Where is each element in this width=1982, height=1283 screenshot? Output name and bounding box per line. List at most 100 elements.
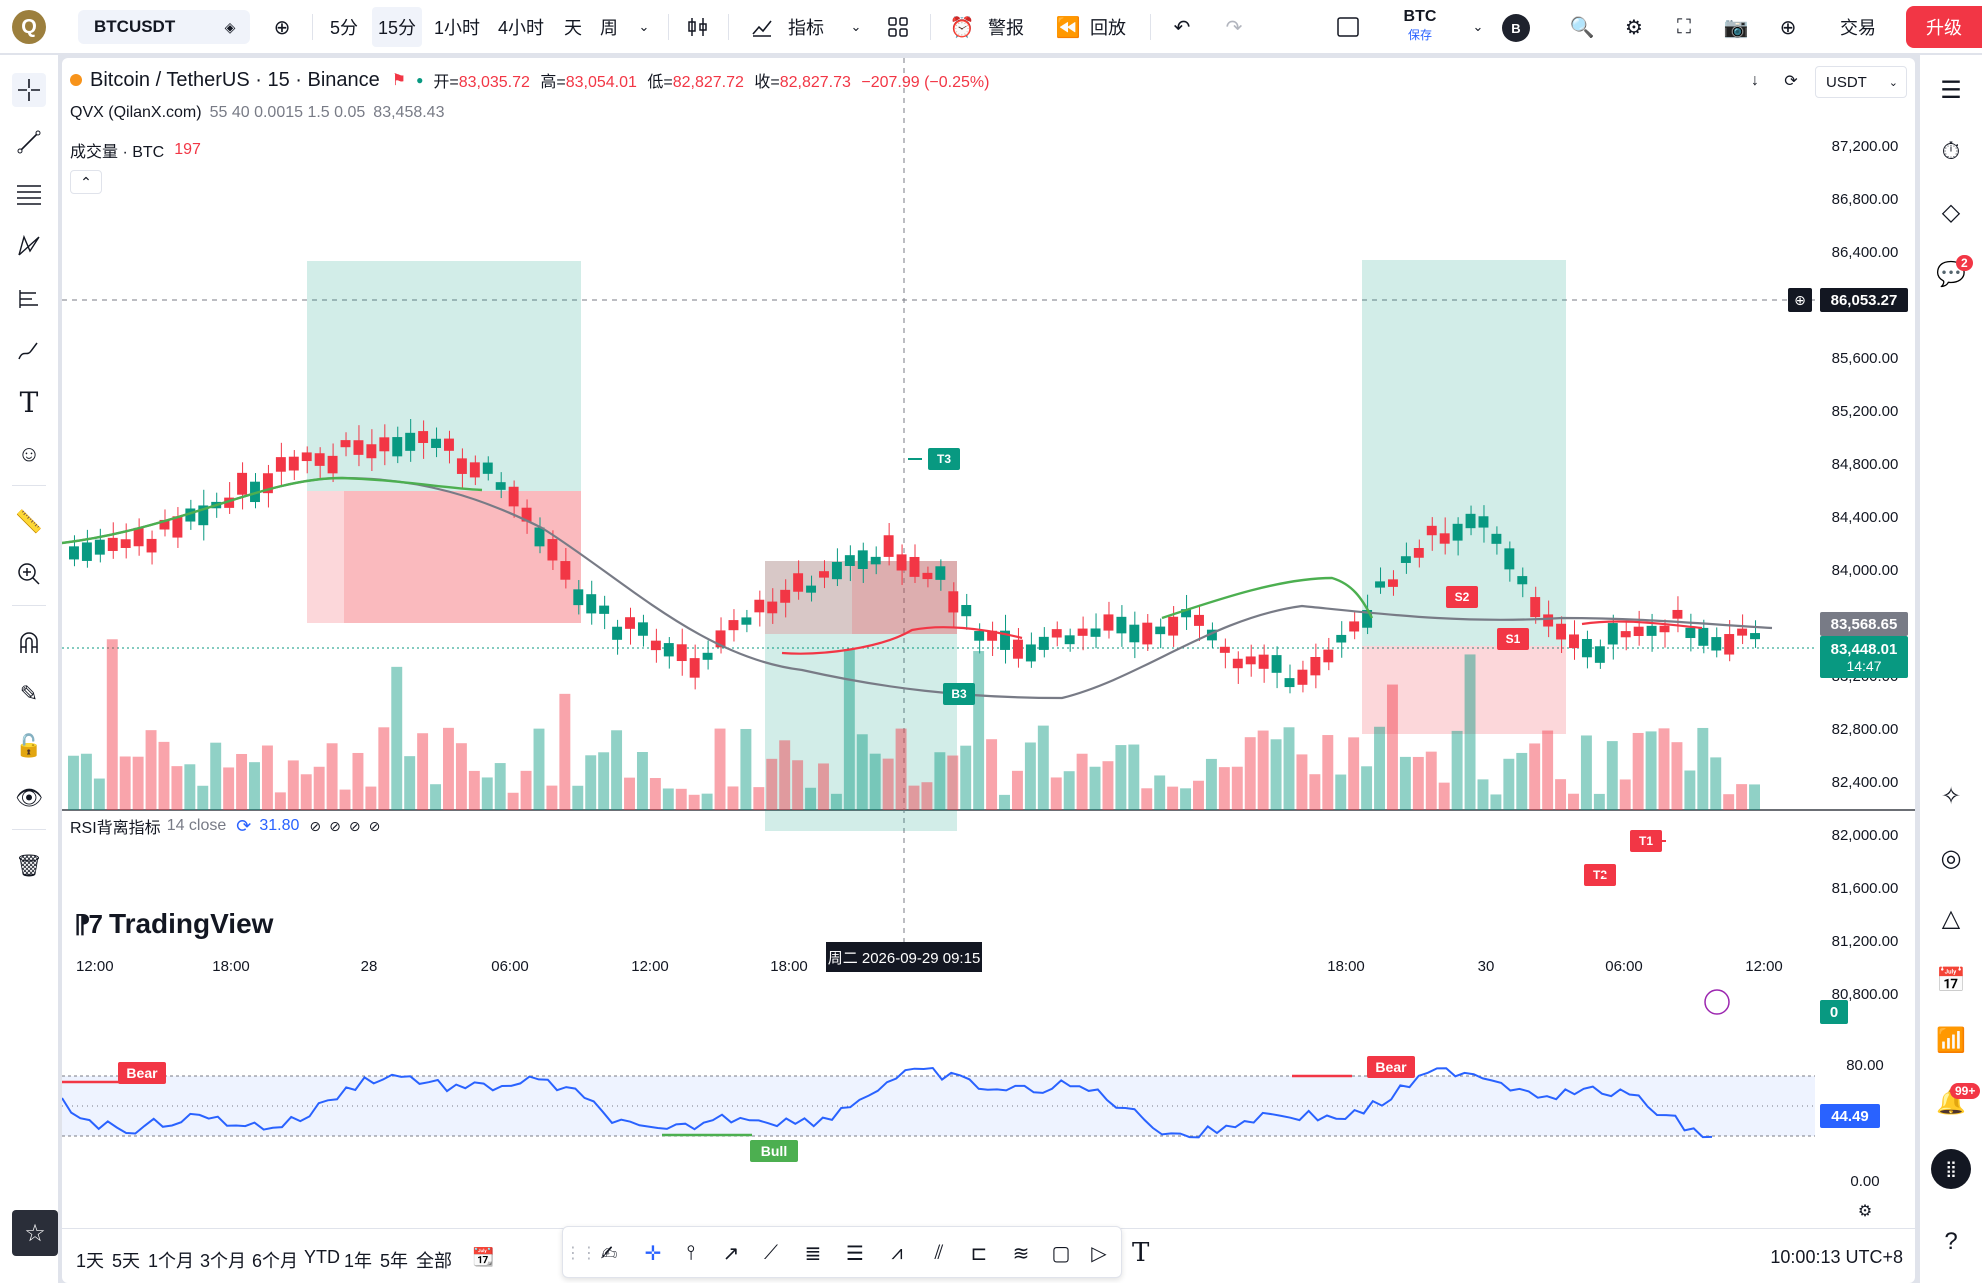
interval-day[interactable]: 天: [564, 18, 582, 38]
emoji-icon[interactable]: ☺: [17, 441, 41, 466]
text-tool-icon[interactable]: T: [19, 385, 39, 419]
short-position-icon[interactable]: ≋: [1012, 1242, 1030, 1265]
app-logo[interactable]: Q: [12, 10, 46, 44]
indicators-icon[interactable]: [748, 13, 776, 41]
ruler-icon[interactable]: 📏: [15, 509, 43, 534]
trash-icon[interactable]: 🗑: [15, 853, 43, 878]
interval-5m[interactable]: 5分: [330, 18, 359, 38]
layouts-grid-icon[interactable]: [884, 13, 912, 41]
time-axis[interactable]: 12:00 18:00 28 06:00 12:00 18:00 29 18:0…: [62, 948, 1815, 984]
goto-date-icon[interactable]: 📆: [472, 1247, 495, 1267]
rectangle-icon[interactable]: ▢: [1051, 1242, 1071, 1265]
compare-symbol-icon[interactable]: ◈: [224, 19, 236, 35]
sync-icon[interactable]: ⟳: [236, 815, 252, 836]
chevron-down-icon[interactable]: ⌄: [1472, 19, 1484, 34]
range-1y[interactable]: 1年: [344, 1251, 373, 1271]
clock[interactable]: 10:00:13 UTC+8: [1770, 1247, 1903, 1267]
range-5y[interactable]: 5年: [380, 1251, 409, 1271]
range-6m[interactable]: 6个月: [252, 1251, 299, 1271]
drag-handle-icon[interactable]: ⋮⋮: [565, 1245, 597, 1262]
chevron-down-icon[interactable]: ⌄: [638, 19, 650, 34]
add-symbol-icon[interactable]: ⊕: [273, 16, 291, 39]
pencil-lock-icon[interactable]: ✎: [19, 681, 39, 706]
collapse-legend-button[interactable]: ⌃: [70, 170, 102, 194]
symbol-title[interactable]: Bitcoin / TetherUS · 15 · Binance: [90, 68, 380, 91]
avatar[interactable]: B: [1502, 14, 1530, 42]
lock-icon[interactable]: 🔓: [15, 733, 43, 758]
calendar-icon[interactable]: 📅: [1936, 966, 1966, 994]
volume-legend[interactable]: 成交量 · BTC 197: [70, 138, 201, 162]
range-3m[interactable]: 3个月: [200, 1251, 247, 1271]
magnet-icon[interactable]: [12, 625, 46, 659]
redo-icon[interactable]: ↷: [1225, 16, 1243, 39]
apps-grid-icon[interactable]: ⣿: [1931, 1149, 1971, 1189]
eye-icon[interactable]: 👁: [15, 785, 43, 810]
alert-button[interactable]: 警报: [988, 18, 1024, 38]
crosshair-icon[interactable]: ✛: [644, 1242, 662, 1265]
replay-button[interactable]: 回放: [1090, 18, 1126, 38]
trend-line-icon[interactable]: [12, 125, 46, 159]
pattern-icon[interactable]: [12, 229, 46, 263]
vertical-line-icon[interactable]: ⫯: [686, 1241, 696, 1264]
play-icon[interactable]: ▷: [1091, 1242, 1107, 1265]
upgrade-button[interactable]: 升级: [1906, 6, 1982, 48]
fullscreen-box-icon[interactable]: [1334, 13, 1362, 41]
indicator-legend[interactable]: QVX (QilanX.com) 55 40 0.0015 1.5 0.05 8…: [70, 104, 444, 122]
undo-icon[interactable]: ↶: [1173, 16, 1191, 39]
axis-settings-icon[interactable]: ⚙: [1857, 1203, 1873, 1220]
target-icon[interactable]: ◎: [1940, 844, 1962, 872]
alerts-clock-icon[interactable]: ⏱: [1941, 138, 1961, 165]
interval-week[interactable]: 周: [600, 18, 618, 38]
fib-lines-icon[interactable]: ☰: [846, 1242, 864, 1265]
range-5d[interactable]: 5天: [112, 1251, 141, 1271]
range-ytd[interactable]: YTD: [304, 1247, 340, 1267]
brush-icon[interactable]: ✍: [600, 1242, 618, 1265]
settings-gear-icon[interactable]: ⚙: [1625, 16, 1643, 39]
forecast-icon[interactable]: [12, 281, 46, 315]
path-icon[interactable]: ⩘: [891, 1241, 903, 1264]
range-1d[interactable]: 1天: [76, 1251, 105, 1271]
help-icon[interactable]: ?: [1944, 1228, 1958, 1255]
symbol-search[interactable]: BTCUSDT ◈: [78, 10, 250, 44]
sparkle-icon[interactable]: ✧: [1940, 782, 1962, 810]
add-alert-plus-icon[interactable]: ⊕: [1788, 288, 1812, 312]
publish-icon[interactable]: ⊕: [1779, 16, 1797, 39]
candles-icon[interactable]: [684, 13, 712, 41]
rsi-legend[interactable]: RSI背离指标 14 close ⟳ 31.80 ⊘⊘⊘⊘: [70, 814, 388, 838]
flag-icon[interactable]: ⚑: [391, 72, 407, 89]
interval-15m[interactable]: 15分: [372, 7, 423, 47]
alarm-clock-icon[interactable]: ⏰: [949, 16, 975, 39]
layers-icon[interactable]: ◇: [1941, 198, 1961, 226]
disjoint-channel-icon[interactable]: ⫽: [934, 1241, 944, 1264]
chevron-down-icon[interactable]: ⌄: [850, 19, 862, 34]
download-arrow-icon[interactable]: ↓: [1751, 72, 1759, 89]
layout-save[interactable]: BTC 保存: [1398, 8, 1442, 43]
quick-search-icon[interactable]: 🔍: [1569, 16, 1595, 39]
refresh-icon[interactable]: ⟳: [1784, 73, 1798, 90]
arrow-line-icon[interactable]: ↗: [722, 1242, 740, 1265]
range-all[interactable]: 全部: [416, 1251, 452, 1271]
pyramid-icon[interactable]: △: [1941, 904, 1961, 932]
interval-4h[interactable]: 4小时: [498, 18, 545, 38]
trade-button[interactable]: 交易: [1840, 18, 1876, 38]
watchlist-icon[interactable]: ☰: [1940, 76, 1962, 104]
currency-select[interactable]: USDT ⌄: [1815, 66, 1907, 98]
text-tool-icon[interactable]: T: [1132, 1238, 1150, 1268]
broadcast-icon[interactable]: 📶: [1936, 1026, 1966, 1054]
zoom-in-icon[interactable]: [12, 557, 46, 591]
range-1m[interactable]: 1个月: [148, 1251, 195, 1271]
fullscreen-icon[interactable]: ⛶: [1677, 15, 1691, 38]
floating-drawing-toolbar[interactable]: ⋮⋮ ✍ ✛ ⫯ ↗ ⟋ ≣ ☰ ⩘ ⫽ ⊏ ≋ ▢ ▷: [562, 1226, 1122, 1278]
favorites-star-icon[interactable]: ☆: [12, 1210, 58, 1256]
parallel-channel-icon[interactable]: ≣: [804, 1242, 822, 1265]
trend-line-icon[interactable]: ⟋: [764, 1241, 778, 1264]
interval-1h[interactable]: 1小时: [434, 18, 481, 38]
crosshair-icon[interactable]: [12, 73, 46, 107]
chart-panel[interactable]: S1 S2 B3 T3 T1 T2 Bear Bear Bull Bitcoin / Tethe…: [62, 58, 1915, 1283]
long-position-icon[interactable]: ⊏: [970, 1242, 988, 1265]
indicators-button[interactable]: 指标: [788, 18, 824, 38]
price-chart-canvas[interactable]: S1 S2 B3 T3 T1 T2 Bear Bear Bull: [62, 58, 1915, 1283]
brush-icon[interactable]: [12, 333, 46, 367]
camera-icon[interactable]: 📷: [1723, 16, 1749, 39]
replay-icon[interactable]: ⏪: [1055, 16, 1081, 39]
